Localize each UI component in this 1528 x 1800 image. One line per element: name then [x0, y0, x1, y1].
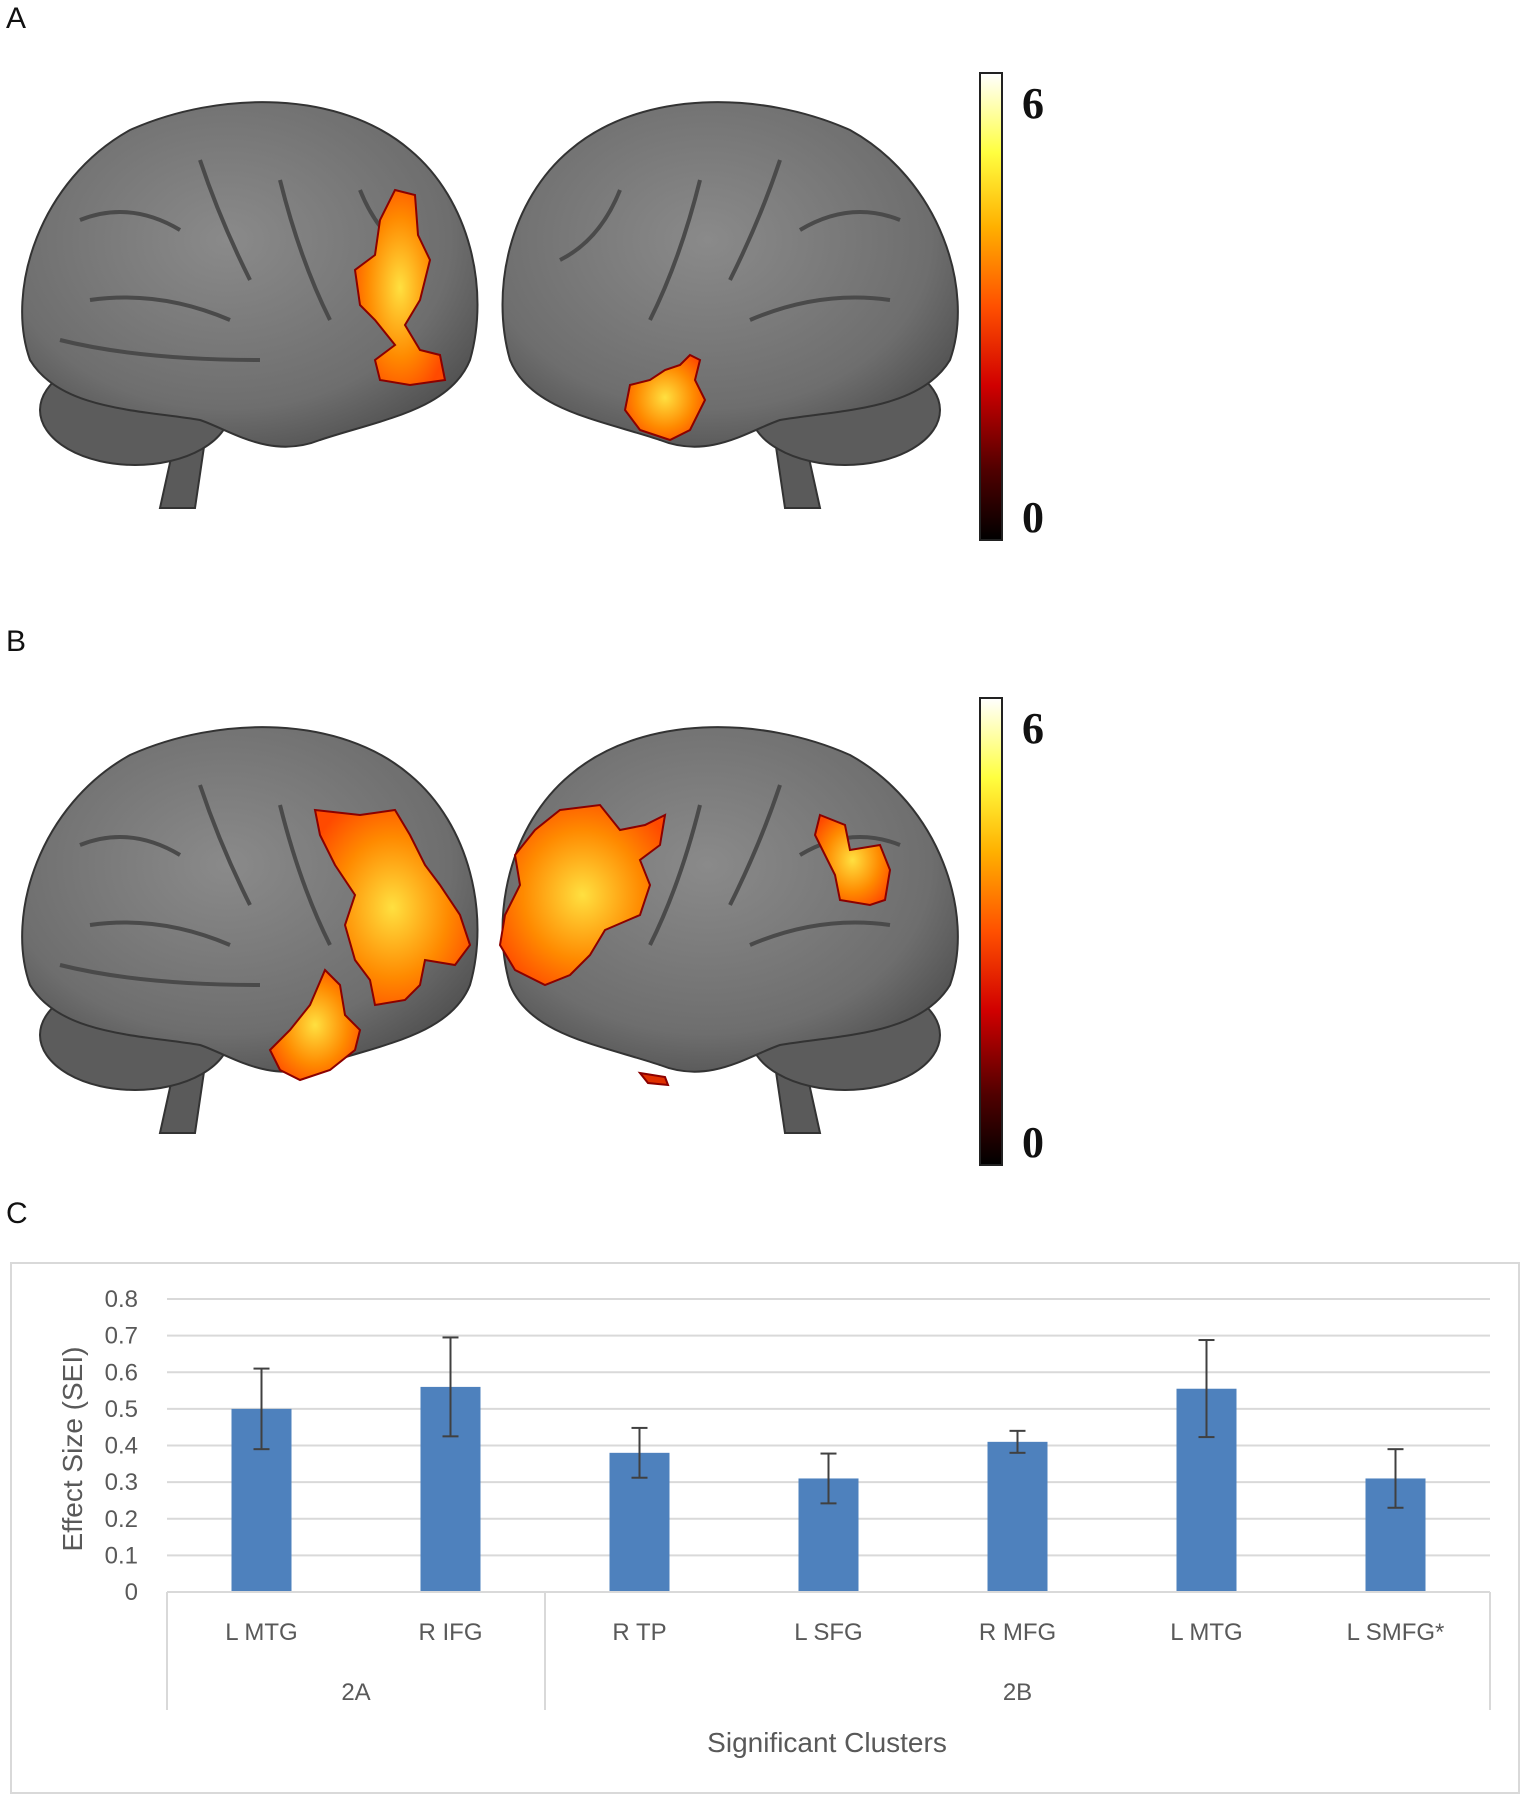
panel-b-brain-figure: 6 0 [21, 697, 1044, 1167]
x-category-label: L SMFG* [1347, 1619, 1445, 1646]
y-tick-label: 0.3 [105, 1469, 138, 1496]
x-category-label: R MFG [979, 1619, 1056, 1646]
right-hemisphere-render [498, 726, 959, 1134]
y-tick-labels: 0 0.1 0.2 0.3 0.4 0.5 0.6 0.7 0.8 [105, 1286, 138, 1606]
x-category-label: L MTG [225, 1619, 297, 1646]
y-tick-label: 0.8 [105, 1286, 138, 1313]
panel-c-label: C [6, 1197, 28, 1230]
colorbar-b-min-label: 0 [1022, 1118, 1044, 1167]
y-tick-label: 0.2 [105, 1506, 138, 1533]
bar [987, 1441, 1048, 1592]
y-tick-label: 0.5 [105, 1396, 138, 1423]
y-tick-label: 0.6 [105, 1359, 138, 1386]
panel-a-label: A [6, 2, 27, 35]
panel-b-label: B [6, 625, 27, 658]
y-tick-label: 0.7 [105, 1323, 138, 1350]
colorbar-b-max-label: 6 [1022, 704, 1044, 753]
bars [231, 1386, 1426, 1592]
x-category-label: L MTG [1170, 1619, 1242, 1646]
effect-size-bar-chart: 0 0.1 0.2 0.3 0.4 0.5 0.6 0.7 0.8 L MTG R IFG R TP… [57, 1286, 1491, 1758]
y-tick-label: 0.1 [105, 1542, 138, 1569]
error-bars [253, 1336, 1404, 1509]
x-axis: L MTG R IFG R TP L SFG R MFG L MTG L SMFG* 2A 2B [166, 1591, 1491, 1710]
x-group-label: 2B [1003, 1679, 1032, 1706]
left-hemisphere-render [21, 726, 479, 1134]
x-category-label: R TP [612, 1619, 666, 1646]
y-tick-label: 0.4 [105, 1433, 138, 1460]
colorbar-a [979, 72, 1003, 541]
x-category-label: R IFG [419, 1619, 483, 1646]
x-group-label: 2A [341, 1679, 370, 1706]
panel-a-brain-figure: 6 0 [21, 72, 1044, 542]
left-hemisphere-render [21, 101, 479, 509]
effect-size-chart-frame: 0 0.1 0.2 0.3 0.4 0.5 0.6 0.7 0.8 L MTG R IFG R TP… [10, 1262, 1520, 1794]
y-axis-title: Effect Size (SEI) [57, 1347, 88, 1552]
colorbar-a-min-label: 0 [1022, 493, 1044, 542]
x-axis-title: Significant Clusters [707, 1727, 947, 1758]
colorbar-b [979, 697, 1003, 1166]
right-hemisphere-render [501, 101, 959, 509]
y-tick-label: 0 [125, 1579, 138, 1606]
colorbar-a-max-label: 6 [1022, 79, 1044, 128]
x-category-label: L SFG [794, 1619, 862, 1646]
